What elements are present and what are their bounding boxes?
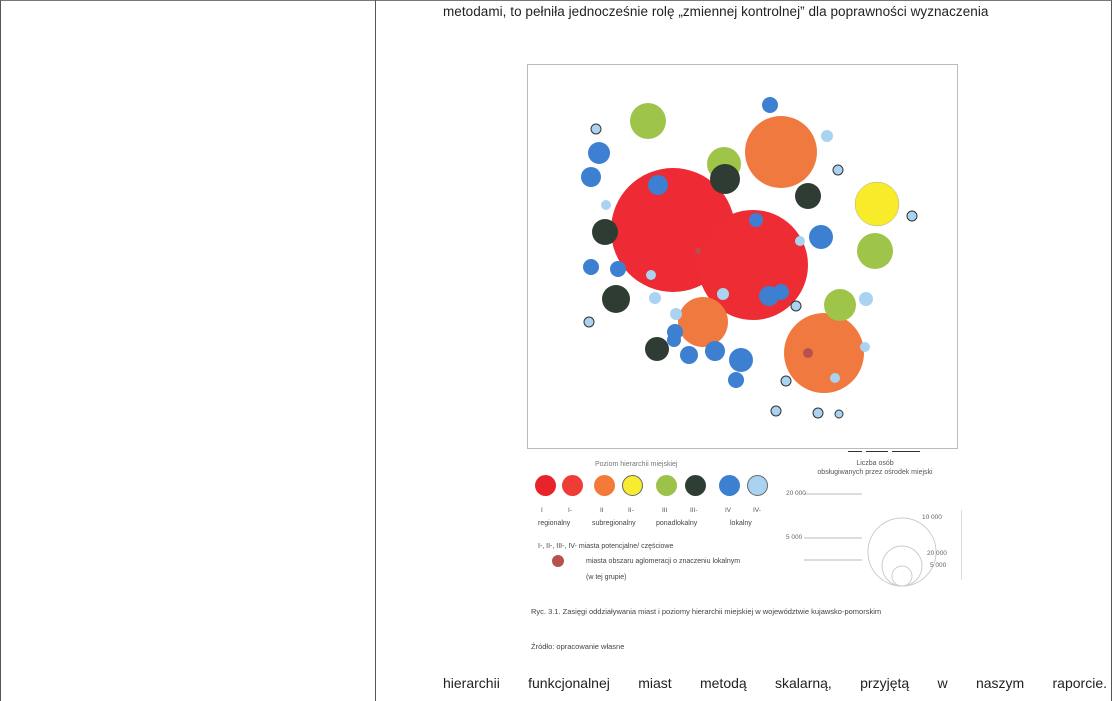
swatch-I <box>535 475 556 496</box>
bubble <box>784 313 864 393</box>
bubble <box>581 167 601 187</box>
size-label-3: 5 000 <box>786 534 803 541</box>
swatch-II <box>594 475 615 496</box>
bubble <box>795 236 805 246</box>
bubble <box>830 373 840 383</box>
bubble-map-svg <box>581 97 918 419</box>
bubble <box>649 292 661 304</box>
bubble <box>588 142 610 164</box>
code-IV: IV <box>725 507 732 514</box>
bubble <box>590 123 602 135</box>
bubble <box>780 375 792 387</box>
bubble <box>854 181 900 227</box>
agglomeration-swatch <box>552 555 564 567</box>
bubble <box>729 348 753 372</box>
code-IV-minus: IV- <box>753 507 761 514</box>
bubble <box>773 284 789 300</box>
bubble <box>583 259 599 275</box>
body-text-top: metodami, to pełniła jednocześnie rolę „… <box>443 4 989 19</box>
bubble <box>670 308 682 320</box>
code-I-minus: I- <box>568 507 572 514</box>
bubble <box>906 210 918 222</box>
scale-bar <box>848 439 924 452</box>
bubble <box>602 285 630 313</box>
bubble <box>832 164 844 176</box>
size-label-2: 10 000 <box>922 514 942 521</box>
bubble <box>648 175 668 195</box>
legend-note-group: (w tej grupie) <box>586 574 627 581</box>
bubble <box>770 405 782 417</box>
legend-note-agglomeration: miasta obszaru aglomeracji o znaczeniu l… <box>586 558 741 565</box>
bubble <box>695 248 701 254</box>
bubble <box>601 200 611 210</box>
legend-swatches <box>535 475 775 505</box>
bubble <box>809 225 833 249</box>
swatch-I-minus <box>562 475 583 496</box>
size-legend-svg <box>804 493 963 587</box>
size-label-1: 20 000 <box>786 490 806 497</box>
swatch-II-minus <box>622 475 643 496</box>
swatch-IV-minus <box>747 475 768 496</box>
bubble <box>824 289 856 321</box>
bubble <box>705 341 725 361</box>
swatch-III <box>656 475 677 496</box>
bubble <box>710 164 740 194</box>
bubble <box>667 333 681 347</box>
legend-note-potential: I-, II-, III-, IV- miasta potencjalne/ c… <box>538 543 674 550</box>
size-title-line2: obsługiwanych przez ośrodek miejski <box>817 469 933 476</box>
bubble <box>821 130 833 142</box>
name-subregional: subregionalny <box>592 520 636 527</box>
swatch-III-minus <box>685 475 706 496</box>
swatch-IV <box>719 475 740 496</box>
bubble <box>717 288 729 300</box>
left-column <box>0 0 376 701</box>
size-legend: 20 000 10 000 5 000 20 000 5 000 <box>782 480 963 595</box>
bubble <box>592 219 618 245</box>
figure-caption: Ryc. 3.1. Zasięgi oddziaływania miast i … <box>531 607 882 616</box>
code-III: III <box>662 507 668 514</box>
bubble <box>745 116 817 188</box>
code-III-minus: III- <box>690 507 698 514</box>
bubble <box>803 348 813 358</box>
bubble <box>645 337 669 361</box>
bubble <box>728 372 744 388</box>
name-local: lokalny <box>730 520 752 527</box>
code-II: II <box>600 507 604 514</box>
bubble <box>646 270 656 280</box>
figure-source: Źródło: opracowanie własne <box>531 642 625 651</box>
body-text-bottom: hierarchii funkcjonalnej miast metodą sk… <box>443 675 1107 691</box>
bubble <box>583 316 595 328</box>
bubble <box>795 183 821 209</box>
bubble <box>790 300 802 312</box>
size-legend-title: Liczba osób obsługiwanych przez ośrodek … <box>785 459 965 477</box>
size-label-4: 20 000 <box>927 550 947 557</box>
bubble <box>834 409 844 419</box>
size-title-line1: Liczba osób <box>856 460 894 467</box>
bubble <box>812 407 824 419</box>
name-supralocal: ponadlokalny <box>656 520 698 527</box>
name-regional: regionalny <box>538 520 571 527</box>
bubble <box>860 342 870 352</box>
size-label-5: 5 000 <box>930 562 947 569</box>
bubble <box>610 261 626 277</box>
bubble <box>678 297 728 347</box>
bubble <box>762 97 778 113</box>
code-II-minus: II- <box>628 507 634 514</box>
bubble <box>859 292 873 306</box>
bubble <box>630 103 666 139</box>
bubble <box>857 233 893 269</box>
bubble <box>680 346 698 364</box>
bubble <box>749 213 763 227</box>
legend-category-title: Poziom hierarchii miejskiej <box>595 461 678 468</box>
bubble-map <box>527 64 958 452</box>
code-I: I <box>541 507 543 514</box>
